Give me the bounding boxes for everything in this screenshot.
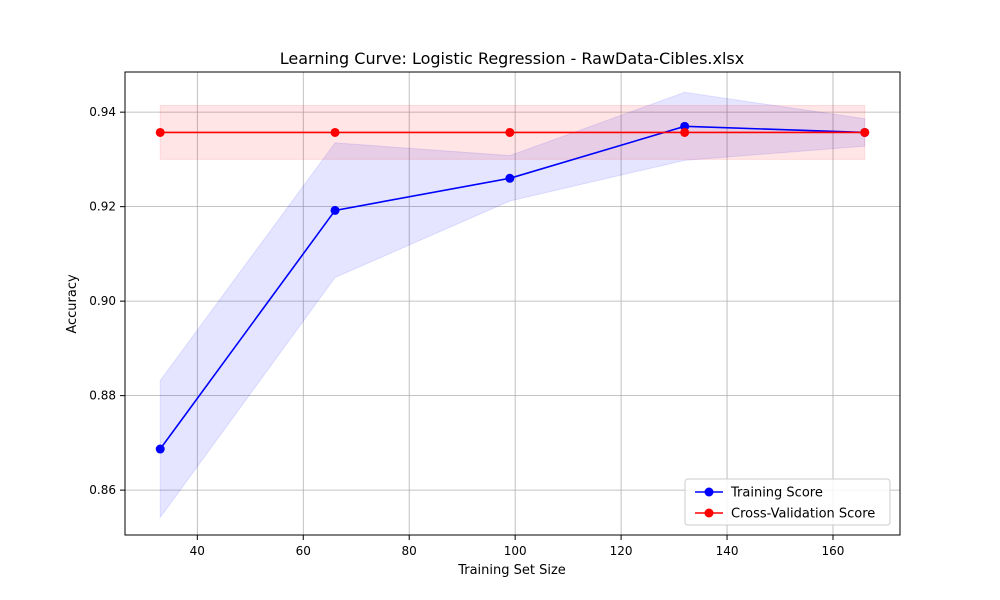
y-tick-label: 0.88 (89, 389, 116, 403)
legend-box (684, 478, 891, 526)
training-score-point (330, 205, 340, 215)
cross-validation-score-point (330, 127, 340, 137)
x-tick-label: 40 (190, 544, 205, 558)
training-score-point (505, 173, 515, 183)
cross-validation-score-point (860, 127, 870, 137)
training-score-point (155, 444, 165, 454)
training-score-band (159, 91, 866, 520)
plot-frame (124, 71, 901, 536)
x-axis-label: Training Set Size (457, 563, 566, 578)
x-tick-label: 140 (716, 544, 739, 558)
cross-validation-score-point (155, 127, 165, 137)
x-tick-label: 120 (610, 544, 633, 558)
legend: Training Score Cross-Validation Score (684, 478, 891, 526)
legend-training-score-marker (704, 487, 714, 497)
x-axis-ticks: 40 60 80 100 120 140 160 (190, 535, 845, 558)
y-tick-label: 0.94 (89, 105, 116, 119)
x-tick-label: 60 (296, 544, 311, 558)
series-points (155, 121, 870, 454)
y-axis-ticks: 0.86 0.88 0.90 0.92 0.94 (89, 105, 125, 497)
legend-training-score-label: Training Score (730, 486, 823, 501)
cross-validation-score-point (680, 127, 690, 137)
y-tick-label: 0.86 (89, 483, 116, 497)
y-tick-label: 0.90 (89, 294, 116, 308)
cross-validation-score-point (505, 127, 515, 137)
grid-lines (125, 72, 900, 535)
chart-title: Learning Curve: Logistic Regression - Ra… (280, 49, 744, 68)
legend-cross-validation-score-label: Cross-Validation Score (731, 507, 875, 522)
x-tick-label: 100 (504, 544, 527, 558)
y-tick-label: 0.92 (89, 200, 116, 214)
y-axis-label: Accuracy (65, 274, 80, 334)
legend-cross-validation-score-marker (704, 508, 714, 518)
x-tick-label: 80 (402, 544, 417, 558)
x-tick-label: 160 (822, 544, 845, 558)
